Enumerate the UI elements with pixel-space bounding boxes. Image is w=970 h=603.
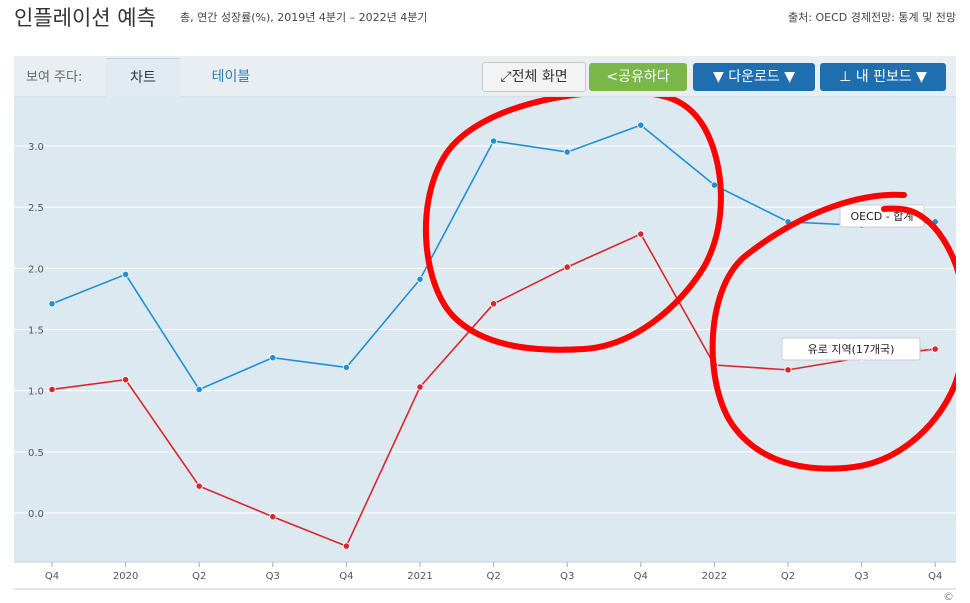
page-title: 인플레이션 예측 xyxy=(14,6,156,30)
data-point xyxy=(784,366,792,374)
download-label: 다운로드 ▼ xyxy=(728,69,795,85)
x-tick-label: Q4 xyxy=(45,571,59,582)
annotation-circle-right xyxy=(709,191,969,472)
pin-icon: ⊥ xyxy=(839,69,856,85)
data-point xyxy=(195,482,203,490)
copyright-mark: © xyxy=(943,590,954,603)
data-point xyxy=(637,121,645,129)
series-label: OECD - 합계 xyxy=(851,210,914,223)
data-point xyxy=(48,385,56,394)
chart-area: 3.0 2.5 2.0 1.5 1.0 0.5 0.0 Q4 2020 Q2 Q3 Q4 2021 Q2 Q… xyxy=(14,88,969,597)
y-tick-label: 0.0 xyxy=(28,509,44,520)
annotation-circle-left xyxy=(422,88,724,353)
x-tick-label: Q3 xyxy=(854,571,868,582)
x-tick-label: Q3 xyxy=(266,571,280,582)
data-point xyxy=(710,181,719,189)
y-tick-label: 1.0 xyxy=(28,387,44,398)
chart-toolbar: 보여 주다: 차트 테이블 ⤢전체 화면 <공유하다 ▼ 다운로드 ▼ ⊥ 내 … xyxy=(14,56,956,97)
x-tick-label: 2020 xyxy=(113,571,138,582)
data-point xyxy=(416,383,424,391)
dashboard-label: 내 핀보드 ▼ xyxy=(855,69,927,85)
x-tick-label: Q3 xyxy=(560,571,574,582)
title-row: 인플레이션 예측 총, 연간 성장률(%), 2019년 4분기 – 2022년… xyxy=(14,2,964,32)
data-point xyxy=(122,270,130,279)
data-point xyxy=(48,300,56,308)
x-tick-label: Q4 xyxy=(928,571,942,582)
download-button[interactable]: ▼ 다운로드 ▼ xyxy=(693,63,815,91)
share-icon: < xyxy=(606,69,619,85)
source-label: 출처: OECD 경제전망: 통계 및 전망 xyxy=(788,11,956,24)
x-tick-label: Q2 xyxy=(486,571,500,582)
share-label: 공유하다 xyxy=(618,69,670,85)
data-point xyxy=(563,148,571,156)
tab-table[interactable]: 테이블 xyxy=(211,69,251,85)
data-point xyxy=(931,345,939,353)
data-point xyxy=(122,376,130,384)
y-tick-label: 2.5 xyxy=(28,203,44,214)
data-point xyxy=(637,230,645,238)
download-icon: ▼ xyxy=(713,69,729,85)
show-label: 보여 주다: xyxy=(26,70,83,85)
y-tick-label: 3.0 xyxy=(28,142,44,153)
data-point xyxy=(342,363,350,372)
y-tick-label: 1.5 xyxy=(28,326,44,337)
x-tick-label: Q2 xyxy=(781,571,795,582)
data-point xyxy=(489,137,498,145)
data-point xyxy=(416,275,424,283)
data-point xyxy=(269,354,277,362)
fullscreen-label: 전체 화면 xyxy=(511,69,568,85)
share-button[interactable]: <공유하다 xyxy=(589,63,687,91)
x-tick-label: Q4 xyxy=(339,571,353,582)
dashboard-button[interactable]: ⊥ 내 핀보드 ▼ xyxy=(820,63,946,91)
data-point xyxy=(195,385,203,394)
series-label: 유로 지역(17개국) xyxy=(808,343,895,356)
y-tick-label: 2.0 xyxy=(28,264,44,275)
x-tick-label: Q4 xyxy=(634,571,648,582)
data-point xyxy=(342,542,350,550)
x-tick-label: 2022 xyxy=(702,571,727,582)
page-subtitle: 총, 연간 성장률(%), 2019년 4분기 – 2022년 4분기 xyxy=(180,11,428,24)
expand-icon: ⤢ xyxy=(500,69,512,85)
y-tick-label: 0.5 xyxy=(28,448,44,459)
data-point xyxy=(489,300,498,308)
x-tick-label: Q2 xyxy=(192,571,206,582)
data-point xyxy=(563,263,571,271)
fullscreen-button[interactable]: ⤢전체 화면 xyxy=(482,62,586,92)
data-point xyxy=(269,513,277,521)
line-chart: 3.0 2.5 2.0 1.5 1.0 0.5 0.0 Q4 2020 Q2 Q3 Q4 2021 Q2 Q… xyxy=(14,88,969,590)
x-tick-label: 2021 xyxy=(407,571,432,582)
tab-chart[interactable]: 차트 xyxy=(106,58,180,97)
